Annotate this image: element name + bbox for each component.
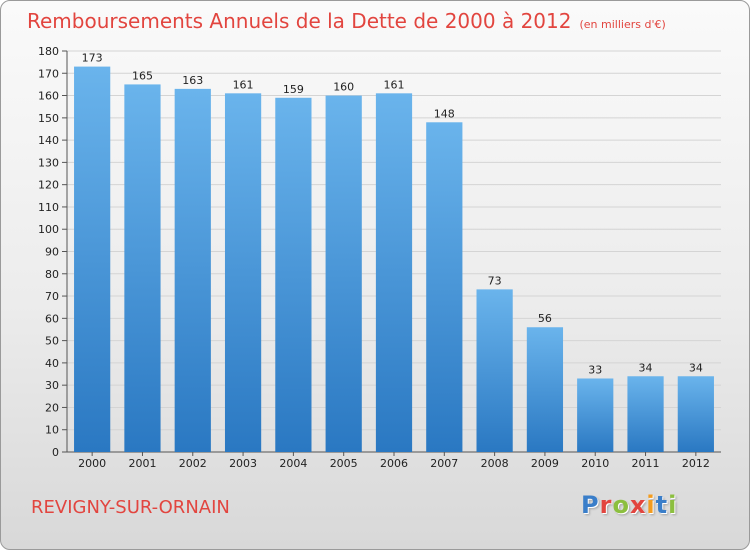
bar-2008 xyxy=(476,289,513,452)
chart-unit: (en milliers d'€) xyxy=(579,18,666,31)
data-label-2010: 33 xyxy=(588,363,602,376)
logo-letter: o xyxy=(612,491,630,519)
x-tick-label: 2010 xyxy=(581,457,609,470)
bar-2001 xyxy=(124,84,161,453)
logo-letter: t xyxy=(655,491,669,519)
x-tick-label: 2003 xyxy=(229,457,257,470)
x-tick-label: 2012 xyxy=(682,457,710,470)
y-tick-label: 130 xyxy=(38,156,59,169)
data-label-2002: 163 xyxy=(182,74,203,87)
x-tick-label: 2006 xyxy=(380,457,408,470)
logo-letter: x xyxy=(629,491,647,519)
y-tick-label: 110 xyxy=(38,201,59,214)
logo-letter: i xyxy=(668,491,678,519)
x-tick-label: 2002 xyxy=(179,457,207,470)
y-tick-label: 40 xyxy=(45,357,59,370)
city-name: REVIGNY-SUR-ORNAIN xyxy=(31,497,230,518)
x-tick-label: 2011 xyxy=(632,457,660,470)
data-label-2012: 34 xyxy=(689,361,703,374)
logo-letter: r xyxy=(599,491,613,519)
y-tick-label: 90 xyxy=(45,246,59,259)
x-tick-label: 2008 xyxy=(481,457,509,470)
chart-title-text: Remboursements Annuels de la Dette de 20… xyxy=(27,9,572,33)
bar-2012 xyxy=(677,376,714,452)
logo-letter: P xyxy=(581,491,600,519)
data-label-2001: 165 xyxy=(132,69,153,82)
y-tick-label: 180 xyxy=(38,45,59,58)
bar-2007 xyxy=(426,122,463,453)
y-tick-label: 20 xyxy=(45,401,59,414)
data-label-2009: 56 xyxy=(538,312,552,325)
y-tick-label: 10 xyxy=(45,424,59,437)
x-tick-label: 2000 xyxy=(78,457,106,470)
y-tick-label: 30 xyxy=(45,379,59,392)
logo-letter: i xyxy=(646,491,656,519)
bar-2006 xyxy=(375,93,413,453)
y-tick-label: 70 xyxy=(45,290,59,303)
bar-2011 xyxy=(627,376,664,452)
chart-title: Remboursements Annuels de la Dette de 20… xyxy=(27,9,666,33)
y-tick-label: 150 xyxy=(38,112,59,125)
data-label-2006: 161 xyxy=(384,78,405,91)
data-label-2008: 73 xyxy=(488,274,502,287)
y-tick-label: 170 xyxy=(38,67,59,80)
x-tick-label: 2004 xyxy=(279,457,307,470)
proxiti-logo: Proxiti xyxy=(581,491,677,519)
x-tick-label: 2009 xyxy=(531,457,559,470)
y-tick-label: 80 xyxy=(45,268,59,281)
bar-2004 xyxy=(275,97,312,453)
data-label-2004: 159 xyxy=(283,83,304,96)
data-label-2000: 173 xyxy=(82,52,103,65)
y-tick-label: 160 xyxy=(38,90,59,103)
bar-2005 xyxy=(325,95,362,453)
bar-2010 xyxy=(577,378,614,452)
data-label-2011: 34 xyxy=(639,361,653,374)
x-tick-label: 2007 xyxy=(430,457,458,470)
data-labels: 173 165 163 161 159 160 161 148 73 56 33 34 34 xyxy=(82,52,703,377)
bars xyxy=(74,66,714,453)
data-label-2005: 160 xyxy=(333,81,354,94)
y-tick-label: 140 xyxy=(38,134,59,147)
bar-2002 xyxy=(174,88,211,452)
y-tick-label: 120 xyxy=(38,179,59,192)
bar-2009 xyxy=(526,327,564,452)
y-tick-label: 50 xyxy=(45,335,59,348)
y-tick-label: 60 xyxy=(45,312,59,325)
data-label-2003: 161 xyxy=(233,78,254,91)
y-tick-label: 0 xyxy=(52,446,59,459)
y-tick-label: 100 xyxy=(38,223,59,236)
data-label-2007: 148 xyxy=(434,107,455,120)
x-tick-label: 2005 xyxy=(330,457,358,470)
bar-2000 xyxy=(74,66,111,452)
bar-2003 xyxy=(224,93,262,453)
x-tick-label: 2001 xyxy=(128,457,156,470)
